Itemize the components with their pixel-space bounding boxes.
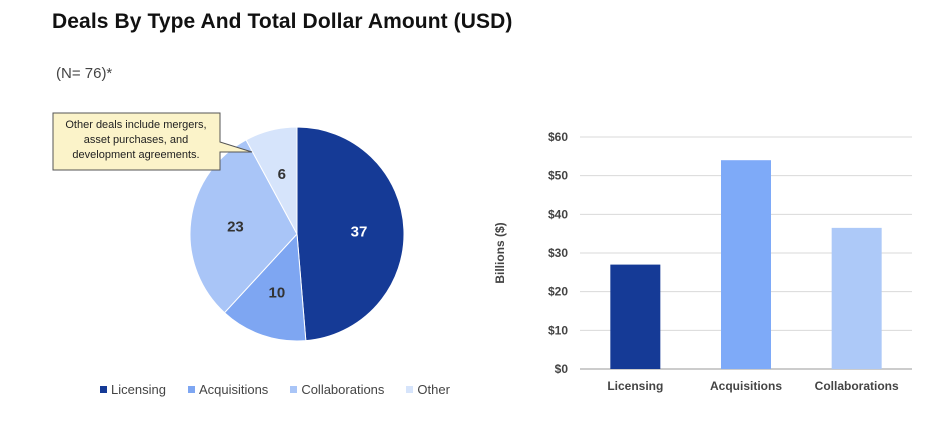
- bar-chart: $0 $10 $20 $30 $40 $50 $60 Licensing Acquisition…: [493, 130, 912, 393]
- legend-item-other: Other: [406, 382, 450, 397]
- pie-label-licensing: 37: [351, 223, 368, 240]
- pie-slice-licensing: [296, 126, 405, 342]
- legend-label: Collaborations: [301, 382, 385, 397]
- callout-line-2: asset purchases, and: [84, 134, 189, 146]
- pie-label-acquisitions: 10: [269, 285, 286, 302]
- chart-title: Deals By Type And Total Dollar Amount (U…: [52, 10, 513, 33]
- legend-swatch: [406, 386, 414, 393]
- bar-acquisitions: [721, 160, 771, 369]
- y-tick-label: $20: [548, 285, 568, 299]
- callout-line-3: development agreements.: [72, 149, 199, 161]
- bar-licensing: [610, 264, 661, 369]
- bar-collaborations: [831, 227, 882, 369]
- pie-slice-acquisitions: [223, 232, 307, 342]
- pie-chart: 37 10 23 6: [189, 126, 405, 342]
- pie-label-other: 6: [278, 166, 286, 183]
- legend-label: Other: [417, 382, 450, 397]
- legend-label: Acquisitions: [198, 382, 269, 397]
- legend-label: Licensing: [111, 382, 166, 397]
- legend-item-collaborations: Collaborations: [290, 382, 384, 397]
- legend-item-acquisitions: Acquisitions: [187, 382, 269, 397]
- pie-slice-other: [245, 126, 298, 235]
- legend-swatch: [187, 386, 195, 393]
- x-tick-label-licensing: Licensing: [607, 379, 663, 393]
- pie-legend: Licensing Acquisitions Collaborations Other: [100, 381, 472, 397]
- y-tick-label: $60: [548, 130, 568, 144]
- sample-size-note: (N= 76)*: [56, 65, 113, 82]
- y-axis-label: Billions ($): [493, 222, 507, 283]
- x-tick-label-collaborations: Collaborations: [815, 379, 899, 393]
- callout-line-1: Other deals include mergers,: [65, 119, 206, 131]
- callout-box: [52, 112, 253, 171]
- y-tick-label: $0: [555, 362, 569, 376]
- y-tick-label: $10: [548, 323, 568, 337]
- y-tick-label: $50: [548, 169, 568, 183]
- pie-slice-collaborations: [189, 139, 298, 314]
- pie-label-collaborations: 23: [227, 218, 244, 235]
- callout: Other deals include mergers, asset purch…: [52, 112, 253, 171]
- legend-swatch: [100, 386, 107, 393]
- x-tick-label-acquisitions: Acquisitions: [710, 379, 782, 393]
- y-tick-label: $40: [548, 207, 568, 221]
- y-tick-label: $30: [548, 246, 568, 260]
- legend-item-licensing: Licensing: [100, 382, 166, 397]
- legend-swatch: [290, 386, 298, 393]
